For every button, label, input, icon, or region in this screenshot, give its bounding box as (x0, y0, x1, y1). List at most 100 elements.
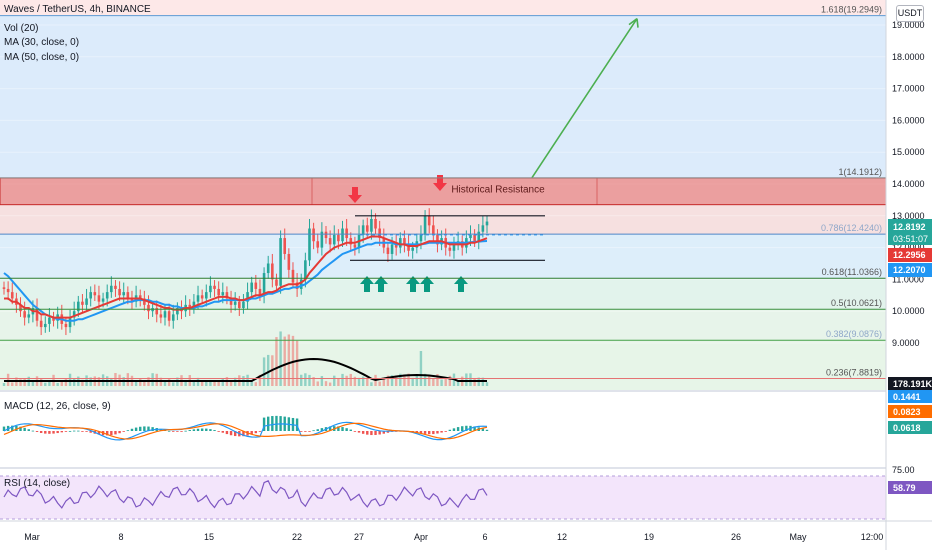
buy-signal-arrow (420, 276, 434, 292)
candle-body (291, 269, 295, 283)
candle-body (10, 292, 14, 299)
macd-histogram-bar (419, 431, 423, 434)
ma30-line (4, 235, 488, 319)
time-tick-label: 8 (118, 532, 123, 542)
fib-band (0, 278, 886, 310)
candle-body (43, 323, 47, 328)
currency-button[interactable]: USDT (896, 5, 924, 22)
candle-body (250, 282, 253, 293)
candle-body (477, 231, 481, 242)
candle-body (386, 247, 390, 254)
indicator-legend-vol[interactable]: Vol (20) (4, 23, 39, 34)
volume-bar (114, 373, 117, 386)
volume-bar (254, 382, 258, 386)
volume-bar (432, 378, 435, 386)
volume-bar (143, 380, 146, 386)
volume-bar (328, 382, 332, 386)
macd-line (3, 421, 488, 441)
candle-body (85, 298, 88, 305)
candle-body (229, 298, 233, 305)
macd-histogram-bar (267, 416, 270, 431)
candle-body (81, 301, 84, 305)
macd-histogram-bar (353, 431, 357, 432)
candle-body (114, 285, 117, 289)
macd-histogram-bar (242, 431, 245, 437)
macd-histogram-bar (200, 428, 204, 431)
macd-histogram-bar (275, 415, 278, 431)
volume-bar (229, 381, 233, 386)
volume-bar (415, 375, 419, 386)
macd-histogram-bar (250, 431, 253, 435)
indicator-legend-ma30[interactable]: MA (30, close, 0) (4, 37, 80, 48)
volume-bar (382, 377, 385, 386)
candle-body (353, 244, 357, 248)
candle-body (213, 285, 216, 289)
macd-histogram-bar (184, 430, 187, 432)
rsi-value-label: 58.79 (893, 483, 916, 493)
candle-body (279, 238, 282, 286)
volume-bar (465, 373, 468, 386)
rsi-band (0, 476, 886, 519)
volume-value-label: 178.191K (893, 379, 932, 389)
macd-histogram-bar (456, 427, 460, 431)
rsi-tick-label: 75.00 (892, 465, 915, 475)
band-top (0, 0, 886, 16)
volume-bar (485, 382, 489, 386)
volume-bar (300, 374, 303, 386)
macd-histogram-bar (378, 431, 381, 435)
volume-bar (448, 375, 452, 386)
macd-legend[interactable]: MACD (12, 26, close, 9) (4, 401, 111, 412)
volume-bar (440, 379, 443, 386)
volume-bar (333, 375, 336, 386)
macd-histogram-bar (349, 429, 352, 431)
macd-histogram-bar (473, 426, 476, 431)
macd-histogram-bar (386, 431, 390, 433)
volume-bar (23, 378, 26, 386)
macd-histogram-bar (134, 427, 138, 431)
candle-body (481, 225, 485, 232)
volume-bar (419, 351, 423, 386)
macd-histogram-bar (262, 417, 266, 431)
candle-body (365, 225, 369, 232)
candle-body (337, 234, 340, 242)
time-tick-label: Mar (24, 532, 40, 542)
macd-histogram-bar (15, 425, 18, 431)
volume-bar (11, 382, 14, 386)
candle-body (217, 288, 220, 296)
macd-histogram-bar (465, 425, 468, 431)
candle-body (469, 234, 472, 239)
volume-bar (275, 337, 278, 386)
candle-body (427, 215, 431, 226)
volume-bar (324, 381, 328, 386)
macd-histogram-bar (60, 431, 63, 433)
indicator-legend-ma50[interactable]: MA (50, close, 0) (4, 52, 80, 63)
chart-grid (0, 24, 886, 344)
volume-bar (444, 377, 447, 386)
macd-histogram-bar (118, 431, 121, 434)
macd-histogram-bar (225, 431, 229, 435)
candle-body (378, 228, 381, 239)
price-tick-label: 14.0000 (892, 179, 925, 189)
macd-histogram-bar (271, 416, 274, 431)
candle-body (419, 234, 423, 242)
volume-bar (39, 378, 43, 386)
candle-body (374, 218, 377, 229)
macd-histogram-bar (312, 430, 315, 432)
volume-bar (64, 378, 68, 386)
candle-body (246, 292, 249, 302)
rsi-legend[interactable]: RSI (14, close) (4, 478, 71, 489)
volume-bar (436, 374, 439, 386)
candle-body (233, 301, 237, 305)
macd-histogram-bar (52, 431, 55, 434)
price-tick-label: 17.0000 (892, 84, 925, 94)
volume-bar (172, 382, 175, 386)
macd-histogram-bar (180, 431, 183, 432)
candle-body (316, 241, 320, 248)
candle-body (436, 234, 439, 245)
candle-body (452, 244, 456, 251)
volume-bar (262, 357, 266, 386)
candle-body (403, 238, 406, 245)
volume-bar (184, 379, 187, 386)
candle-body (188, 304, 192, 309)
